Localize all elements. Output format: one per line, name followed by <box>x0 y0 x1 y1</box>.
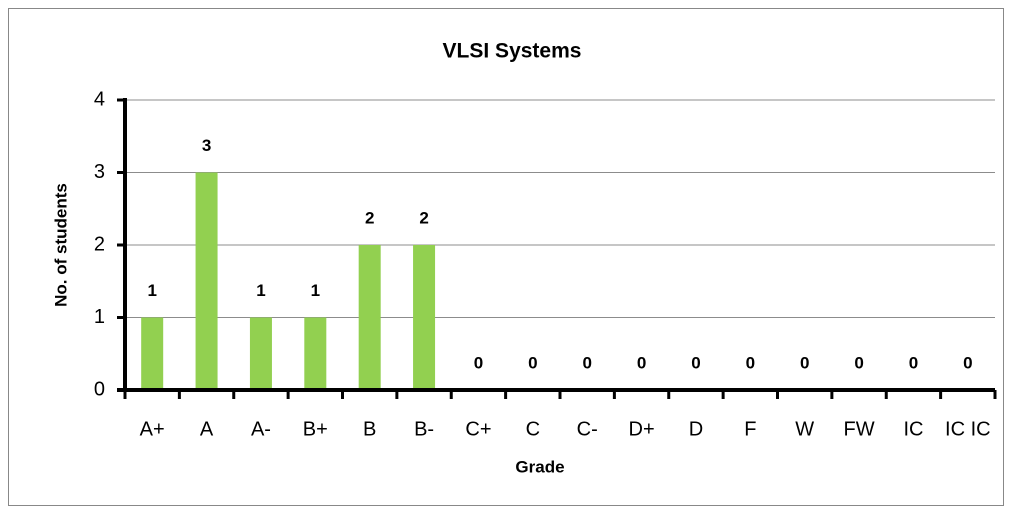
data-label: 0 <box>474 353 483 372</box>
x-tick-label: IC <box>903 418 923 440</box>
data-label: 3 <box>202 136 211 155</box>
bar <box>141 317 164 390</box>
data-label: 2 <box>365 208 374 227</box>
y-tick-label: 2 <box>94 233 105 255</box>
x-tick-label: C+ <box>465 418 491 440</box>
data-label: 0 <box>582 353 591 372</box>
bar <box>304 317 327 390</box>
data-label: 0 <box>528 353 537 372</box>
x-tick-label: FW <box>844 418 875 440</box>
x-tick-label: B <box>363 418 376 440</box>
bar <box>413 245 436 390</box>
x-tick-label: D <box>689 418 703 440</box>
x-tick-label: C- <box>577 418 598 440</box>
x-tick-label: IC IC <box>945 418 991 440</box>
x-tick-label: A <box>200 418 214 440</box>
y-axis-title: No. of students <box>51 183 70 307</box>
data-label: 0 <box>800 353 809 372</box>
y-tick-label: 3 <box>94 161 105 183</box>
x-tick-label: B+ <box>303 418 328 440</box>
x-tick-label: A- <box>251 418 271 440</box>
x-axis-title: Grade <box>515 457 564 476</box>
x-tick-label: C <box>526 418 540 440</box>
data-label: 0 <box>909 353 918 372</box>
x-tick-label: B- <box>414 418 434 440</box>
x-tick-label: A+ <box>140 418 165 440</box>
chart-frame <box>8 8 1004 506</box>
x-tick-label: W <box>795 418 814 440</box>
x-tick-label: F <box>744 418 756 440</box>
data-label: 0 <box>691 353 700 372</box>
y-tick-label: 1 <box>94 306 105 328</box>
x-tick-label: D+ <box>629 418 655 440</box>
y-tick-label: 0 <box>94 378 105 400</box>
chart-title: VLSI Systems <box>443 40 582 63</box>
data-label: 1 <box>311 281 320 300</box>
data-label: 1 <box>147 281 156 300</box>
data-label: 0 <box>854 353 863 372</box>
data-label: 0 <box>746 353 755 372</box>
y-tick-label: 4 <box>94 88 105 110</box>
data-label: 0 <box>637 353 646 372</box>
data-label: 1 <box>256 281 265 300</box>
data-label: 0 <box>963 353 972 372</box>
bar <box>249 317 272 390</box>
data-label: 2 <box>419 208 428 227</box>
bar <box>358 245 381 390</box>
bar <box>195 172 218 390</box>
